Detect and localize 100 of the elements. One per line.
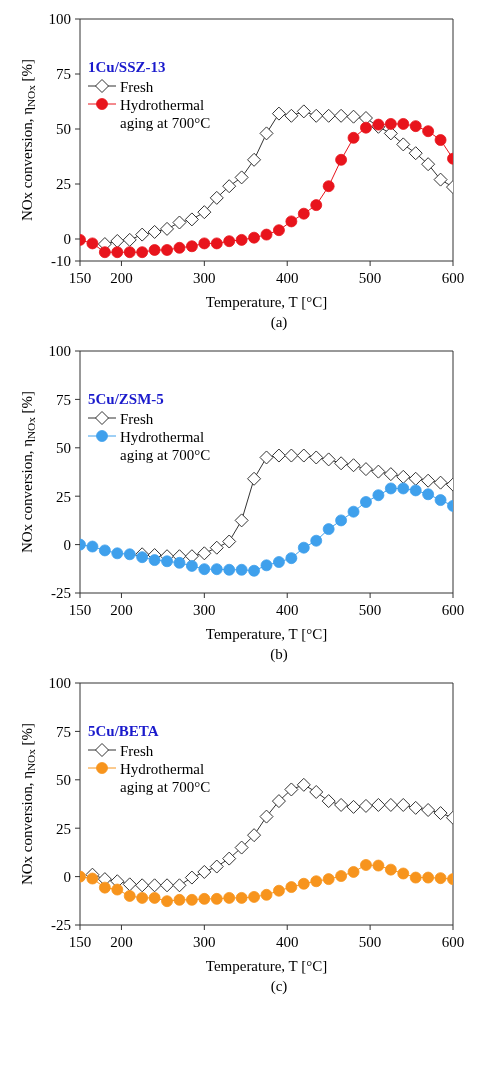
point: [135, 878, 150, 893]
point: [273, 224, 285, 237]
point: [123, 246, 136, 259]
point: [147, 224, 162, 239]
x-tick-label: 200: [110, 933, 133, 950]
y-tick-label: 0: [63, 231, 71, 248]
point: [310, 534, 323, 547]
point: [248, 564, 260, 577]
point: [197, 864, 212, 879]
y-tick-label: 0: [63, 536, 71, 553]
x-tick-label: 200: [110, 601, 133, 618]
point: [235, 892, 248, 904]
point: [209, 859, 224, 874]
point: [360, 496, 372, 508]
point: [186, 560, 198, 572]
x-tick-label: 500: [358, 601, 382, 618]
point: [111, 246, 124, 259]
x-tick-label: 300: [193, 269, 216, 286]
point: [223, 563, 236, 576]
point: [383, 467, 398, 482]
y-tick-label: -10: [51, 253, 71, 270]
point: [383, 797, 398, 812]
point: [297, 541, 310, 554]
x-axis-title: Temperature, T [°C]: [205, 958, 328, 974]
legend-label: Hydrothermal aging at 700°C: [120, 428, 212, 464]
point: [309, 450, 324, 465]
point: [210, 237, 223, 250]
point: [259, 450, 274, 465]
point: [148, 892, 161, 904]
point: [285, 881, 298, 893]
point: [148, 554, 161, 566]
point: [259, 809, 274, 824]
point: [271, 106, 286, 121]
point: [235, 563, 248, 576]
point: [135, 227, 150, 242]
x-tick-label: 150: [68, 933, 92, 950]
point: [223, 892, 236, 904]
point: [86, 872, 99, 885]
point: [222, 851, 237, 866]
point: [284, 782, 299, 797]
point: [296, 104, 311, 119]
point: [186, 893, 198, 906]
point: [173, 893, 186, 906]
y-tick-label: 50: [56, 772, 71, 789]
point: [334, 108, 349, 123]
point: [222, 534, 237, 549]
point: [197, 546, 212, 561]
y-tick-label: 75: [56, 391, 71, 408]
x-tick-label: 500: [358, 933, 382, 950]
y-tick-label: 25: [56, 488, 71, 505]
point: [433, 806, 448, 821]
point: [421, 473, 436, 488]
point: [98, 881, 111, 894]
point: [86, 237, 99, 250]
legend-label: Fresh: [120, 410, 154, 428]
point: [173, 556, 186, 569]
point: [234, 170, 249, 185]
point: [161, 895, 173, 908]
point: [309, 108, 324, 123]
point: [148, 244, 161, 256]
point: [222, 179, 237, 194]
point: [111, 547, 124, 560]
x-tick-label: 300: [193, 933, 216, 950]
y-tick-label: 100: [48, 11, 71, 28]
point: [210, 892, 223, 905]
point: [198, 563, 211, 576]
point: [209, 540, 224, 555]
legend-title: 1Cu/SSZ-13: [88, 58, 167, 76]
point: [384, 863, 397, 876]
x-tick-label: 400: [275, 601, 299, 618]
point: [285, 552, 298, 565]
point: [234, 840, 249, 855]
point: [434, 494, 447, 506]
point: [198, 892, 211, 905]
point: [271, 448, 286, 463]
y-tick-label: 50: [56, 121, 71, 138]
point: [421, 803, 436, 817]
legend-label: Hydrothermal aging at 700°C: [120, 96, 212, 132]
point: [247, 152, 262, 167]
point: [422, 871, 435, 884]
point: [259, 126, 274, 141]
point: [260, 559, 273, 572]
legend-label: Hydrothermal aging at 700°C: [120, 760, 212, 796]
point: [197, 205, 212, 220]
point: [98, 544, 111, 557]
point: [234, 513, 249, 528]
text: (a): [269, 314, 289, 332]
point: [335, 514, 347, 527]
point: [122, 877, 137, 892]
x-tick-label: 150: [68, 269, 92, 286]
point: [172, 215, 187, 230]
point: [396, 137, 411, 152]
point: [273, 884, 285, 897]
point: [247, 828, 262, 843]
point: [271, 794, 286, 809]
point: [310, 875, 323, 888]
point: [136, 892, 149, 904]
point: [422, 488, 435, 501]
point: [360, 859, 372, 871]
legend-label: Fresh: [120, 78, 154, 96]
